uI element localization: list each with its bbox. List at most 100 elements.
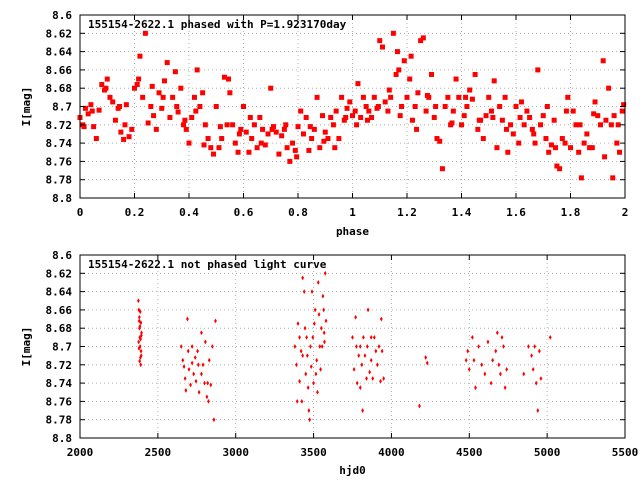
data-point — [298, 334, 301, 340]
data-point — [137, 314, 141, 320]
y-tick-label: 8.62 — [46, 267, 73, 280]
data-point — [361, 408, 365, 413]
data-point — [138, 358, 142, 364]
data-point — [510, 131, 516, 137]
data-point — [533, 344, 537, 349]
y-tick-label: 8.6 — [52, 9, 72, 22]
y-tick-label: 8.76 — [46, 395, 73, 408]
data-point — [196, 362, 200, 368]
data-point — [316, 389, 319, 395]
data-point — [153, 126, 159, 132]
data-point — [355, 380, 359, 386]
data-point — [610, 175, 616, 181]
data-point — [268, 85, 274, 91]
data-point — [396, 67, 402, 73]
data-point — [459, 122, 464, 128]
data-point — [112, 117, 118, 123]
data-point — [611, 113, 617, 119]
y-tick-label: 8.8 — [52, 192, 72, 205]
data-point — [139, 362, 143, 368]
data-point — [306, 385, 310, 391]
data-point — [305, 334, 308, 340]
data-point — [258, 140, 264, 146]
data-point — [182, 117, 188, 123]
data-point — [415, 90, 421, 96]
data-point — [527, 114, 533, 120]
data-point — [149, 83, 155, 89]
data-point — [91, 124, 97, 130]
data-point — [412, 104, 418, 109]
y-tick-label: 8.66 — [46, 64, 73, 77]
data-point — [450, 108, 456, 114]
data-point — [159, 105, 165, 111]
data-point — [306, 147, 312, 153]
data-point — [358, 344, 362, 349]
data-point — [138, 344, 142, 349]
data-point — [480, 362, 484, 368]
x-tick-label: 0.2 — [125, 206, 145, 219]
data-point — [300, 131, 306, 137]
data-point — [584, 131, 590, 137]
data-point — [513, 104, 519, 109]
data-point — [230, 122, 236, 128]
data-point — [295, 399, 299, 404]
x-tick-label: 0.4 — [179, 206, 199, 219]
data-point — [466, 348, 470, 354]
data-point — [472, 357, 476, 363]
data-point — [341, 117, 347, 123]
data-point — [205, 136, 211, 142]
data-point — [312, 380, 315, 386]
x-tick-label: 3000 — [222, 446, 249, 459]
data-point — [518, 99, 524, 105]
data-point — [175, 109, 181, 115]
data-point — [606, 85, 612, 91]
data-point — [350, 113, 355, 119]
data-point — [464, 104, 470, 109]
data-point — [394, 49, 400, 55]
data-point — [276, 151, 282, 157]
y-tick-label: 8.72 — [46, 359, 73, 372]
data-point — [298, 378, 301, 384]
data-point — [205, 394, 209, 400]
data-point — [164, 60, 170, 66]
data-point — [615, 122, 621, 128]
data-point — [365, 376, 368, 381]
data-point — [298, 108, 304, 114]
data-point — [249, 136, 255, 142]
data-point — [129, 126, 135, 132]
data-point — [336, 136, 342, 142]
data-point — [347, 99, 353, 105]
data-point — [194, 67, 200, 73]
data-point — [139, 333, 143, 338]
data-point — [315, 357, 319, 363]
data-point — [308, 417, 312, 423]
data-point — [472, 71, 478, 77]
data-point — [262, 142, 268, 148]
data-point — [354, 314, 358, 320]
x-tick-label: 1.4 — [452, 206, 472, 219]
data-point — [214, 318, 217, 324]
data-point — [314, 371, 318, 377]
data-point — [139, 348, 143, 354]
data-point — [167, 114, 173, 120]
data-point — [578, 175, 584, 181]
data-point — [621, 102, 627, 108]
data-point — [494, 348, 498, 354]
data-point — [570, 108, 576, 114]
data-point — [352, 108, 358, 114]
data-point — [314, 94, 320, 100]
y-tick-label: 8.66 — [46, 304, 73, 317]
data-point — [539, 376, 543, 381]
data-point — [136, 298, 140, 304]
data-point — [287, 158, 293, 164]
data-point — [332, 145, 338, 151]
data-point — [323, 339, 326, 345]
data-point — [161, 78, 167, 84]
data-point — [368, 369, 372, 375]
data-point — [603, 117, 609, 123]
data-point — [118, 129, 124, 135]
data-point — [343, 114, 349, 120]
data-point — [142, 30, 148, 36]
data-point — [551, 117, 557, 123]
x-tick-label: 2500 — [145, 446, 172, 459]
